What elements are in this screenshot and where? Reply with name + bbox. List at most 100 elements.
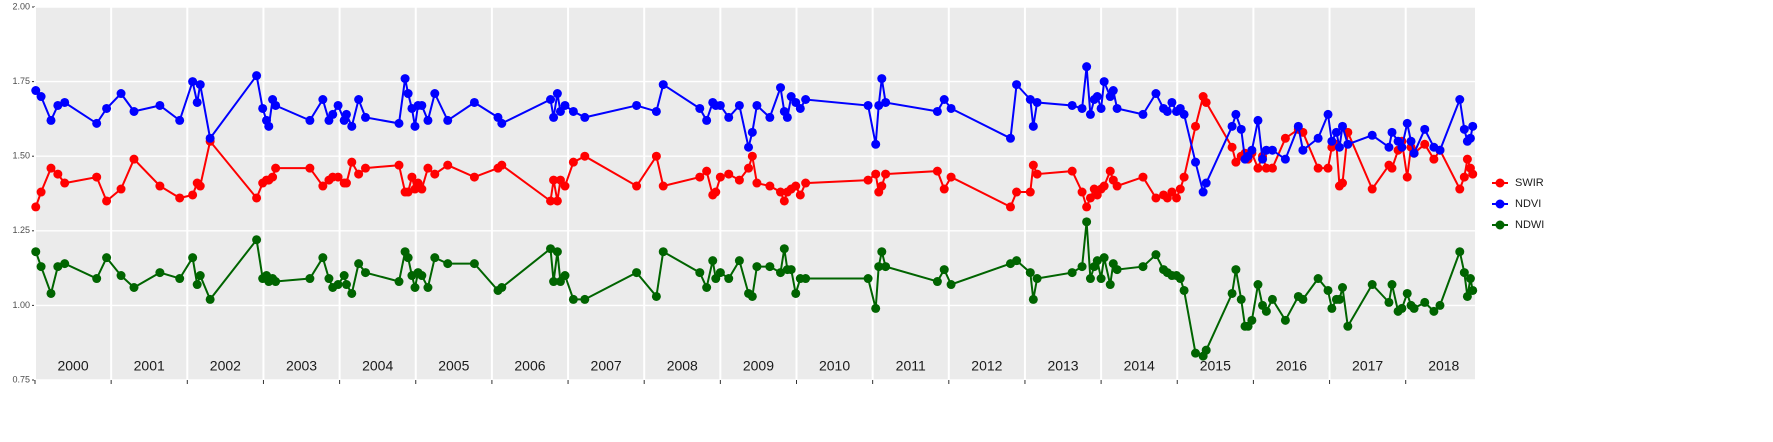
data-point (1367, 280, 1377, 290)
data-point (175, 193, 185, 203)
data-point (417, 100, 427, 110)
data-point (443, 259, 453, 269)
data-point (60, 259, 70, 269)
data-point (347, 288, 357, 298)
x-tick-label: 2015 (1200, 358, 1231, 374)
data-point (36, 187, 46, 197)
data-point (580, 112, 590, 122)
y-tick-label: 2.00 (12, 1, 30, 11)
data-point (1067, 268, 1077, 278)
legend-key-dot (1495, 220, 1505, 230)
data-point (765, 262, 775, 272)
data-point (1099, 253, 1109, 263)
data-point (394, 277, 404, 287)
data-point (752, 262, 762, 272)
data-point (1082, 217, 1092, 227)
data-point (394, 160, 404, 170)
data-point (580, 294, 590, 304)
data-point (1151, 89, 1161, 99)
data-point (747, 291, 757, 301)
data-point (1313, 274, 1323, 284)
data-point (1096, 103, 1106, 113)
data-point (1198, 187, 1208, 197)
data-point (1313, 133, 1323, 143)
data-point (102, 196, 112, 206)
data-point (1028, 160, 1038, 170)
data-point (430, 253, 440, 263)
data-point (53, 262, 63, 272)
data-point (1179, 285, 1189, 295)
data-point (776, 187, 786, 197)
data-point (423, 282, 433, 292)
data-point (258, 103, 268, 113)
data-point (175, 115, 185, 125)
data-point (192, 280, 202, 290)
data-point (1085, 274, 1095, 284)
data-point (1409, 148, 1419, 158)
data-point (1323, 109, 1333, 119)
data-point (1455, 184, 1465, 194)
data-point (1105, 280, 1115, 290)
data-point (549, 175, 559, 185)
data-point (410, 121, 420, 131)
y-tick-label: 1.00 (12, 300, 30, 310)
data-point (341, 280, 351, 290)
data-point (1429, 306, 1439, 316)
data-point (360, 112, 370, 122)
data-point (1384, 142, 1394, 152)
data-point (752, 178, 762, 188)
data-point (129, 282, 139, 292)
data-point (632, 100, 642, 110)
data-point (403, 89, 413, 99)
data-point (715, 100, 725, 110)
data-point (1112, 103, 1122, 113)
data-point (1429, 154, 1439, 164)
data-point (129, 154, 139, 164)
data-point (1082, 62, 1092, 72)
data-point (779, 196, 789, 206)
data-point (1151, 250, 1161, 260)
data-point (791, 288, 801, 298)
data-point (881, 97, 891, 107)
data-point (939, 95, 949, 105)
data-point (497, 118, 507, 128)
data-point (1267, 163, 1277, 173)
data-point (560, 100, 570, 110)
data-point (92, 274, 102, 284)
data-point (268, 172, 278, 182)
data-point (1267, 294, 1277, 304)
data-point (801, 274, 811, 284)
data-point (1201, 345, 1211, 355)
data-point (946, 103, 956, 113)
data-point (939, 184, 949, 194)
data-point (403, 253, 413, 263)
data-point (1397, 303, 1407, 313)
data-point (129, 106, 139, 116)
data-point (469, 172, 479, 182)
data-point (724, 112, 734, 122)
data-point (252, 235, 262, 245)
data-point (354, 95, 364, 105)
data-point (1337, 178, 1347, 188)
data-point (1099, 77, 1109, 87)
data-point (318, 95, 328, 105)
data-point (36, 92, 46, 102)
data-point (695, 268, 705, 278)
data-point (1108, 86, 1118, 96)
data-point (403, 187, 413, 197)
data-point (1327, 303, 1337, 313)
data-point (568, 157, 578, 167)
data-point (400, 74, 410, 84)
data-point (318, 181, 328, 191)
data-point (1462, 291, 1472, 301)
legend-label: NDWI (1515, 219, 1544, 231)
data-point (795, 103, 805, 113)
data-point (1337, 121, 1347, 131)
data-point (1231, 109, 1241, 119)
data-point (271, 163, 281, 173)
data-point (188, 190, 198, 200)
data-point (31, 202, 41, 212)
data-point (1201, 178, 1211, 188)
data-point (341, 109, 351, 119)
